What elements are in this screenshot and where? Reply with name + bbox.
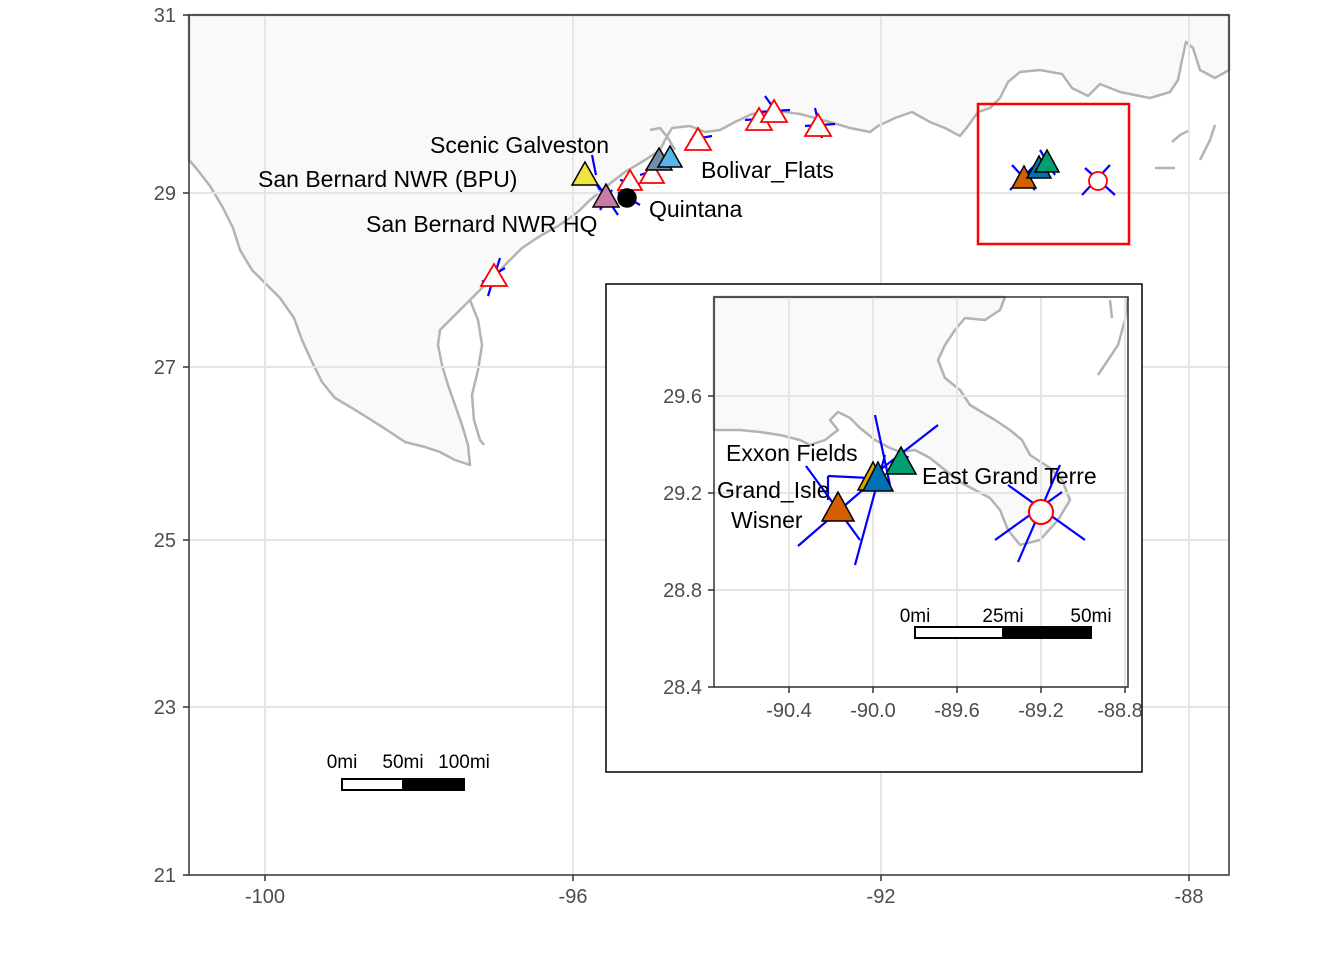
- inset-y-tick-label: 28.4: [663, 677, 702, 699]
- site-marker-quintana: [617, 188, 637, 208]
- coastline-detail: [1108, 299, 1114, 319]
- coastline-detail: [1171, 128, 1191, 143]
- inset-marker-wisner: [820, 490, 856, 522]
- site-label-san-bernard-bpu: San Bernard NWR (BPU): [258, 166, 517, 192]
- inset-marker-open-circle: [1028, 499, 1054, 525]
- site-marker-bolivar: [656, 144, 684, 168]
- inset-x-tick-label: -89.2: [1018, 700, 1064, 722]
- scale-bar-segment: [402, 778, 465, 791]
- inset-x-tick-labels: -90.4 -90.0 -89.6 -89.2 -88.8: [766, 700, 1143, 722]
- x-axis-tick-labels: -100 -96 -92 -88: [245, 886, 1203, 908]
- scale-bar-segment: [914, 626, 1004, 639]
- site-marker-san-bernard-bpu: [570, 160, 600, 186]
- inset-y-tick-label: 28.8: [663, 580, 702, 602]
- scale-bar-label: 25mi: [982, 606, 1023, 627]
- coastline-detail: [1198, 124, 1217, 161]
- site-marker-san-bernard-hq: [591, 182, 621, 208]
- inset-plot-border: [713, 296, 1129, 688]
- open-triangle-markers: [479, 98, 833, 287]
- inset-label-grand-isle: Grand_Isle: [717, 477, 830, 503]
- scale-bar-segment: [1002, 626, 1092, 639]
- x-tick-label: -96: [559, 886, 588, 908]
- x-tick-label: -92: [867, 886, 896, 908]
- y-tick-label: 31: [154, 5, 176, 27]
- scale-bar-label: 100mi: [438, 752, 490, 773]
- inset-x-tick-label: -90.4: [766, 700, 812, 722]
- scale-bar-label: 0mi: [327, 752, 358, 773]
- main-panel-border: [188, 14, 1230, 876]
- inset-y-tick-label: 29.6: [663, 386, 702, 408]
- y-axis-tick-labels: 31 29 27 25 23 21: [154, 5, 176, 887]
- site-marker-open: [638, 160, 666, 184]
- inset-site-labels: Exxon Fields Grand_Isle Wisner East Gran…: [717, 440, 1097, 533]
- coastline-detail: [649, 126, 677, 151]
- inset-x-tick-label: -90.0: [850, 700, 896, 722]
- inset-scale-bar: 0mi 25mi 50mi: [900, 606, 1112, 639]
- inset-y-tick-labels: 29.6 29.2 28.8 28.4: [663, 386, 702, 699]
- scale-bar-label: 50mi: [382, 752, 423, 773]
- scale-bar-label: 50mi: [1070, 606, 1111, 627]
- site-marker-east-grand-terre: [1033, 148, 1061, 173]
- site-marker-open: [683, 126, 713, 151]
- x-tick-label: -100: [245, 886, 285, 908]
- inset-land-polygon: [712, 295, 1072, 547]
- y-tick-label: 29: [154, 183, 176, 205]
- inset-label-exxon-fields: Exxon Fields: [726, 440, 858, 466]
- coastline-detail: [468, 299, 485, 446]
- filled-markers: [570, 144, 1061, 208]
- main-scale-bar: 0mi 50mi 100mi: [327, 752, 490, 791]
- y-tick-label: 21: [154, 865, 176, 887]
- inset-markers: [820, 445, 918, 522]
- land-polygon: [187, 13, 1231, 467]
- inset-marker-grand-isle: [861, 460, 895, 492]
- inset-y-tick-label: 29.2: [663, 483, 702, 505]
- site-label-san-bernard-hq: San Bernard NWR HQ: [366, 211, 597, 237]
- site-marker-open: [759, 98, 789, 123]
- site-label-scenic-galveston: Scenic Galveston: [430, 132, 609, 158]
- y-tick-label: 25: [154, 530, 176, 552]
- site-label-quintana: Quintana: [649, 196, 743, 222]
- inset-label-wisner: Wisner: [731, 507, 803, 533]
- x-tick-label: -88: [1175, 886, 1204, 908]
- y-tick-label: 27: [154, 357, 176, 379]
- scale-bar-label: 0mi: [900, 606, 931, 627]
- inset-marker-east-grand-terre: [884, 445, 918, 475]
- site-marker-open: [479, 262, 509, 287]
- inset-extent-box: [976, 102, 1131, 246]
- site-marker-open: [803, 112, 833, 137]
- inset-x-tick-label: -89.6: [934, 700, 980, 722]
- site-label-bolivar-flats: Bolivar_Flats: [701, 157, 834, 183]
- inset-map-panel: 29.6 29.2 28.8 28.4 -90.4 -90.0 -89.6 -8…: [605, 283, 1143, 773]
- scale-bar-segment: [341, 778, 404, 791]
- site-labels: Scenic Galveston San Bernard NWR (BPU) S…: [258, 132, 834, 237]
- inset-label-east-grand-terre: East Grand Terre: [922, 463, 1097, 489]
- site-marker-open-circle: [1088, 171, 1108, 191]
- y-tick-label: 23: [154, 697, 176, 719]
- inset-x-tick-label: -88.8: [1097, 700, 1143, 722]
